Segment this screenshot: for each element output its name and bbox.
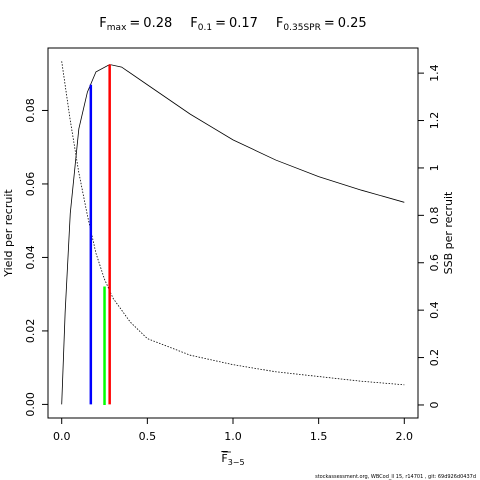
y-tick-label: 0.02 — [24, 319, 37, 344]
title-relation: = — [215, 16, 226, 31]
y-tick-label: 0.00 — [24, 392, 37, 417]
y2-tick-label: 1.4 — [428, 64, 441, 82]
x-tick-label: 1.5 — [310, 430, 328, 443]
title-value: 0.28 — [143, 16, 172, 31]
title-value: 0.17 — [229, 16, 258, 31]
y2-tick-label: 0.4 — [428, 301, 441, 319]
x-label-symbol: F — [221, 452, 227, 465]
title-symbol: F — [276, 16, 283, 31]
x-tick-label: 0.5 — [139, 430, 157, 443]
y2-axis-label: SSB per recruit — [442, 191, 455, 274]
title-subscript: 0.35SPR — [283, 23, 320, 33]
y2-tick-label: 1.2 — [428, 112, 441, 130]
chart-title: Fmax = 0.28 F0.1 = 0.17 F0.35SPR = 0.25 — [99, 16, 366, 33]
y2-tick-label: 0 — [428, 401, 441, 408]
y2-tick-label: 1 — [428, 164, 441, 171]
title-subscript: max — [107, 23, 127, 33]
title-symbol: F — [190, 16, 197, 31]
title-relation: = — [129, 16, 140, 31]
x-tick-label: 1.0 — [224, 430, 242, 443]
y2-tick-label: 0.2 — [428, 349, 441, 367]
x-tick-label: 0.0 — [53, 430, 71, 443]
y-tick-label: 0.04 — [24, 245, 37, 270]
series-line — [61, 61, 405, 386]
y2-tick-label: 0.6 — [428, 254, 441, 272]
y-tick-label: 0.06 — [24, 172, 37, 197]
x-tick-label: 2.0 — [396, 430, 414, 443]
title-subscript: 0.1 — [198, 23, 212, 33]
footer: stockassessment.org, WBCod_ll 15, r14701… — [315, 474, 476, 480]
y-axis-label: Yield per recruit — [2, 189, 15, 278]
title-value: 0.25 — [338, 16, 367, 31]
x-label-subscript: 3−5 — [228, 458, 245, 467]
x-axis-label: F3−5 — [221, 452, 244, 467]
series-line — [61, 64, 405, 405]
y-tick-label: 0.08 — [24, 98, 37, 123]
title-symbol: F — [99, 16, 106, 31]
title-relation: = — [324, 16, 335, 31]
y2-tick-label: 0.8 — [428, 207, 441, 225]
